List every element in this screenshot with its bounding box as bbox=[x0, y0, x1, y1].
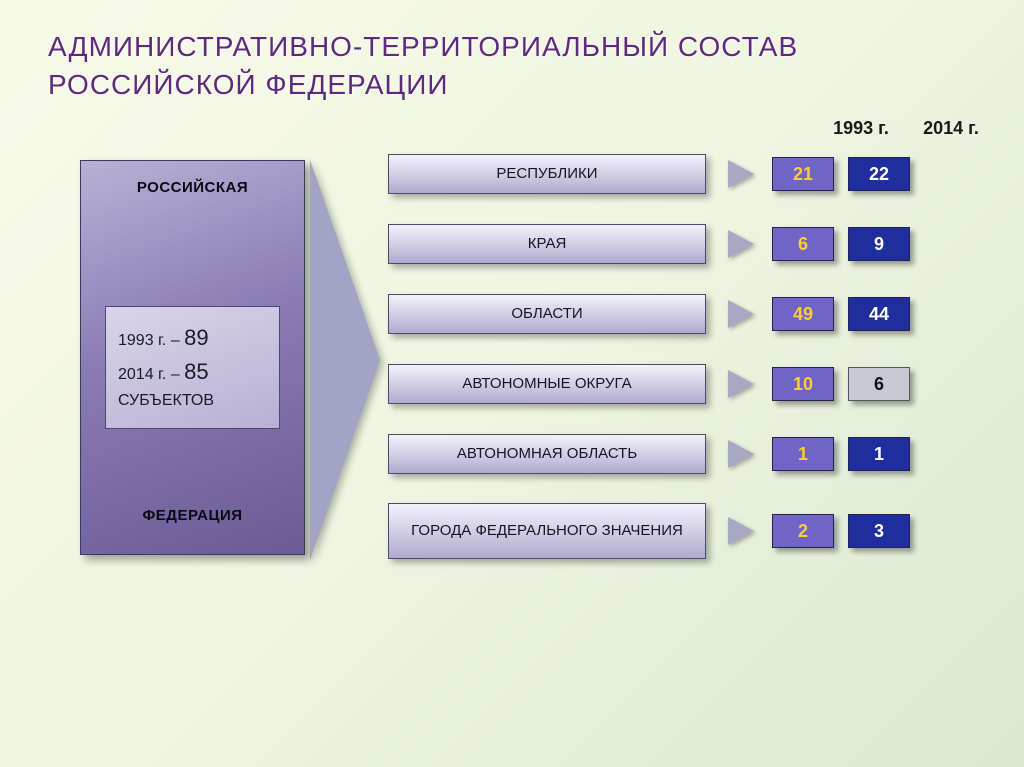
category-label: КРАЯ bbox=[388, 224, 706, 264]
value-2014: 1 bbox=[848, 437, 910, 471]
value-1993: 1 bbox=[772, 437, 834, 471]
arrow-icon bbox=[728, 370, 754, 398]
big-arrow-icon bbox=[310, 160, 380, 560]
value-1993: 10 bbox=[772, 367, 834, 401]
arrow-icon bbox=[728, 300, 754, 328]
arrow-icon bbox=[728, 160, 754, 188]
federation-top-label: РОССИЙСКАЯ bbox=[137, 179, 248, 196]
year-1993-header: 1993 г. bbox=[830, 118, 892, 139]
page-title: АДМИНИСТРАТИВНО-ТЕРРИТОРИАЛЬНЫЙ СОСТАВ Р… bbox=[48, 28, 798, 104]
value-2014: 22 bbox=[848, 157, 910, 191]
arrow-icon bbox=[728, 517, 754, 545]
title-line-2: РОССИЙСКОЙ ФЕДЕРАЦИИ bbox=[48, 69, 448, 100]
category-label: РЕСПУБЛИКИ bbox=[388, 154, 706, 194]
subjects-count-box: 1993 г. – 89 2014 г. – 85 СУБЪЕКТОВ bbox=[105, 306, 280, 429]
federation-bottom-label: ФЕДЕРАЦИЯ bbox=[142, 507, 242, 524]
value-2014: 3 bbox=[848, 514, 910, 548]
category-row: АВТОНОМНЫЕ ОКРУГА 10 6 bbox=[388, 360, 988, 408]
subjects-label: СУБЪЕКТОВ bbox=[118, 389, 267, 414]
subjects-2014: 2014 г. – 85 bbox=[118, 355, 267, 389]
value-1993: 49 bbox=[772, 297, 834, 331]
category-label: АВТОНОМНАЯ ОБЛАСТЬ bbox=[388, 434, 706, 474]
value-2014: 44 bbox=[848, 297, 910, 331]
value-2014: 6 bbox=[848, 367, 910, 401]
arrow-icon bbox=[728, 230, 754, 258]
category-label: АВТОНОМНЫЕ ОКРУГА bbox=[388, 364, 706, 404]
value-1993: 6 bbox=[772, 227, 834, 261]
value-2014: 9 bbox=[848, 227, 910, 261]
category-label: ГОРОДА ФЕДЕРАЛЬНОГО ЗНАЧЕНИЯ bbox=[388, 503, 706, 559]
category-row: АВТОНОМНАЯ ОБЛАСТЬ 11 bbox=[388, 430, 988, 478]
category-row: ОБЛАСТИ 49 44 bbox=[388, 290, 988, 338]
category-row: КРАЯ 69 bbox=[388, 220, 988, 268]
year-column-headers: 1993 г. 2014 г. bbox=[830, 118, 982, 139]
value-1993: 21 bbox=[772, 157, 834, 191]
value-1993: 2 bbox=[772, 514, 834, 548]
category-row: РЕСПУБЛИКИ 21 22 bbox=[388, 150, 988, 198]
year-2014-header: 2014 г. bbox=[920, 118, 982, 139]
title-line-1: АДМИНИСТРАТИВНО-ТЕРРИТОРИАЛЬНЫЙ СОСТАВ bbox=[48, 31, 798, 62]
subjects-1993: 1993 г. – 89 bbox=[118, 321, 267, 355]
federation-panel: РОССИЙСКАЯ 1993 г. – 89 2014 г. – 85 СУБ… bbox=[80, 160, 305, 555]
category-rows: РЕСПУБЛИКИ2122КРАЯ69ОБЛАСТИ4944АВТОНОМНЫ… bbox=[388, 150, 988, 584]
arrow-icon bbox=[728, 440, 754, 468]
category-row: ГОРОДА ФЕДЕРАЛЬНОГО ЗНАЧЕНИЯ 23 bbox=[388, 500, 988, 562]
category-label: ОБЛАСТИ bbox=[388, 294, 706, 334]
